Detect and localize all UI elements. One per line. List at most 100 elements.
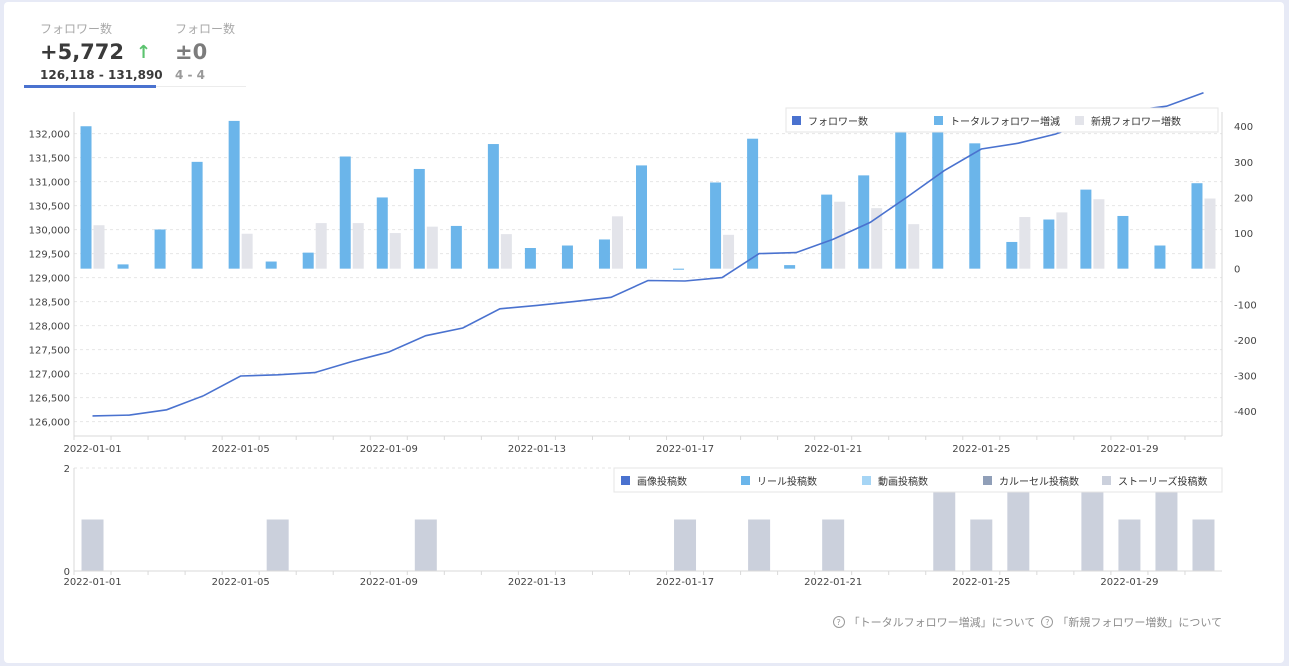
followers-tab-title: フォロワー数 [40,22,113,36]
stories-bar [970,519,993,571]
following-change-text: ±0 [175,40,208,64]
total-follower-bar [191,161,203,269]
new-follower-bar [315,223,327,269]
legend-swatch [792,116,801,125]
x-tick-label: 2022-01-17 [656,444,714,455]
legend-swatch [621,476,630,485]
total-follower-bar [1191,183,1203,269]
active-tab-indicator [24,85,156,88]
y-right-tick-label: 100 [1234,229,1253,240]
y-left-tick-label: 128,000 [29,322,70,333]
footer-link-new[interactable]: ? 「新規フォロワー増数」について [1041,614,1222,630]
y-left-tick-label: 127,500 [29,346,70,357]
new-follower-bar [1093,199,1105,269]
legend-swatch [983,476,992,485]
followers-range: 126,118 - 131,890 [40,68,163,82]
total-follower-bar [969,143,981,269]
x-tick-label: 2022-01-25 [952,577,1010,588]
tab-followers[interactable]: フォロワー数 +5,772 ↑ 126,118 - 131,890 [40,20,163,82]
y-left-tick-label: 129,500 [29,250,70,261]
legend-label: ストーリーズ投稿数 [1118,475,1208,488]
new-follower-bar [723,234,735,269]
arrow-up-icon: ↑ [136,41,152,63]
footer-links: ? 「トータルフォロワー増減」について ? 「新規フォロワー増数」について [832,614,1222,630]
y-left-tick-label: 129,000 [29,274,70,285]
x-tick-label: 2022-01-13 [508,577,566,588]
total-follower-bar [376,197,388,269]
total-follower-bar [636,165,647,269]
total-follower-bar [598,239,610,269]
x-tick-label: 2022-01-09 [360,577,418,588]
legend-label: リール投稿数 [757,475,817,488]
total-follower-bar [413,168,425,269]
new-follower-bar [871,208,883,269]
y-right-tick-label: -200 [1234,336,1257,347]
legend-label: フォロワー数 [808,115,868,128]
total-follower-bar [450,225,462,269]
total-follower-bar [487,144,499,269]
followers-line [92,92,1204,417]
posts-chart-legend[interactable]: 画像投稿数 リール投稿数 動画投稿数 カルーセル投稿数 ストーリーズ投稿数 [613,467,1223,493]
legend-swatch [934,116,943,125]
total-follower-bar [80,126,92,269]
total-follower-bar [932,115,944,269]
x-tick-label: 2022-01-17 [656,577,714,588]
y-left-tick-label: 132,000 [29,130,70,141]
y-left-tick-label: 128,500 [29,298,70,309]
total-follower-bar [524,248,536,269]
total-follower-bar [228,120,240,269]
new-follower-bar [241,233,253,269]
y-left-tick-label: 131,500 [29,154,70,165]
stories-bar [1007,468,1030,571]
total-follower-bar [154,229,166,269]
new-follower-bar [500,234,512,269]
main-chart-legend[interactable]: フォロワー数 トータルフォロワー増減 新規フォロワー増数 [785,107,1219,133]
analytics-card: フォロワー数 +5,772 ↑ 126,118 - 131,890 フォロー数 … [4,2,1284,663]
legend-label: カルーセル投稿数 [999,475,1079,488]
y-right-tick-label: 400 [1234,122,1253,133]
x-tick-label: 2022-01-29 [1100,444,1158,455]
legend-swatch [1075,116,1084,125]
x-tick-label: 2022-01-05 [212,577,270,588]
tab-following[interactable]: フォロー数 ±0 4 - 4 [175,20,235,82]
stories-bar [933,468,956,571]
stories-bar [81,519,104,571]
x-tick-label: 2022-01-01 [63,577,121,588]
legend-box [613,467,1223,493]
new-follower-bar [1204,198,1216,269]
legend-label: 画像投稿数 [637,475,687,488]
following-range: 4 - 4 [175,68,206,82]
y-left-tick-label: 126,000 [29,418,70,429]
question-circle-icon: ? [832,616,845,628]
legend-label: 新規フォロワー増数 [1091,115,1181,128]
x-tick-label: 2022-01-21 [804,444,862,455]
x-tick-label: 2022-01-25 [952,444,1010,455]
y-right-tick-label: -100 [1234,300,1257,311]
total-follower-bar [821,194,833,269]
total-follower-bar [1117,215,1129,269]
new-follower-bar [908,224,920,269]
stories-bar [822,519,845,571]
followers-change-text: +5,772 [40,40,125,64]
x-tick-label: 2022-01-09 [360,444,418,455]
total-follower-bar [265,261,277,269]
following-change-value: ±0 [175,40,235,64]
y-left-tick-label: 126,500 [29,394,70,405]
total-follower-bar [1043,219,1055,269]
posts-chart-bars [81,468,1215,571]
y-tick-label: 0 [64,567,70,578]
y-left-tick-label: 130,500 [29,202,70,213]
total-follower-bar [1006,241,1018,269]
total-follower-bar [895,115,907,269]
total-follower-bar [339,156,351,269]
x-tick-label: 2022-01-21 [804,577,862,588]
total-follower-bar [710,182,722,269]
total-follower-bar [561,245,573,269]
total-follower-bar [747,138,759,269]
stories-bar [1118,519,1141,571]
new-follower-bar [426,226,438,269]
main-chart-grid [73,112,1223,436]
new-follower-bar [352,223,364,269]
footer-link-total[interactable]: ? 「トータルフォロワー増減」について [832,614,1035,630]
new-follower-bar [1056,212,1068,269]
